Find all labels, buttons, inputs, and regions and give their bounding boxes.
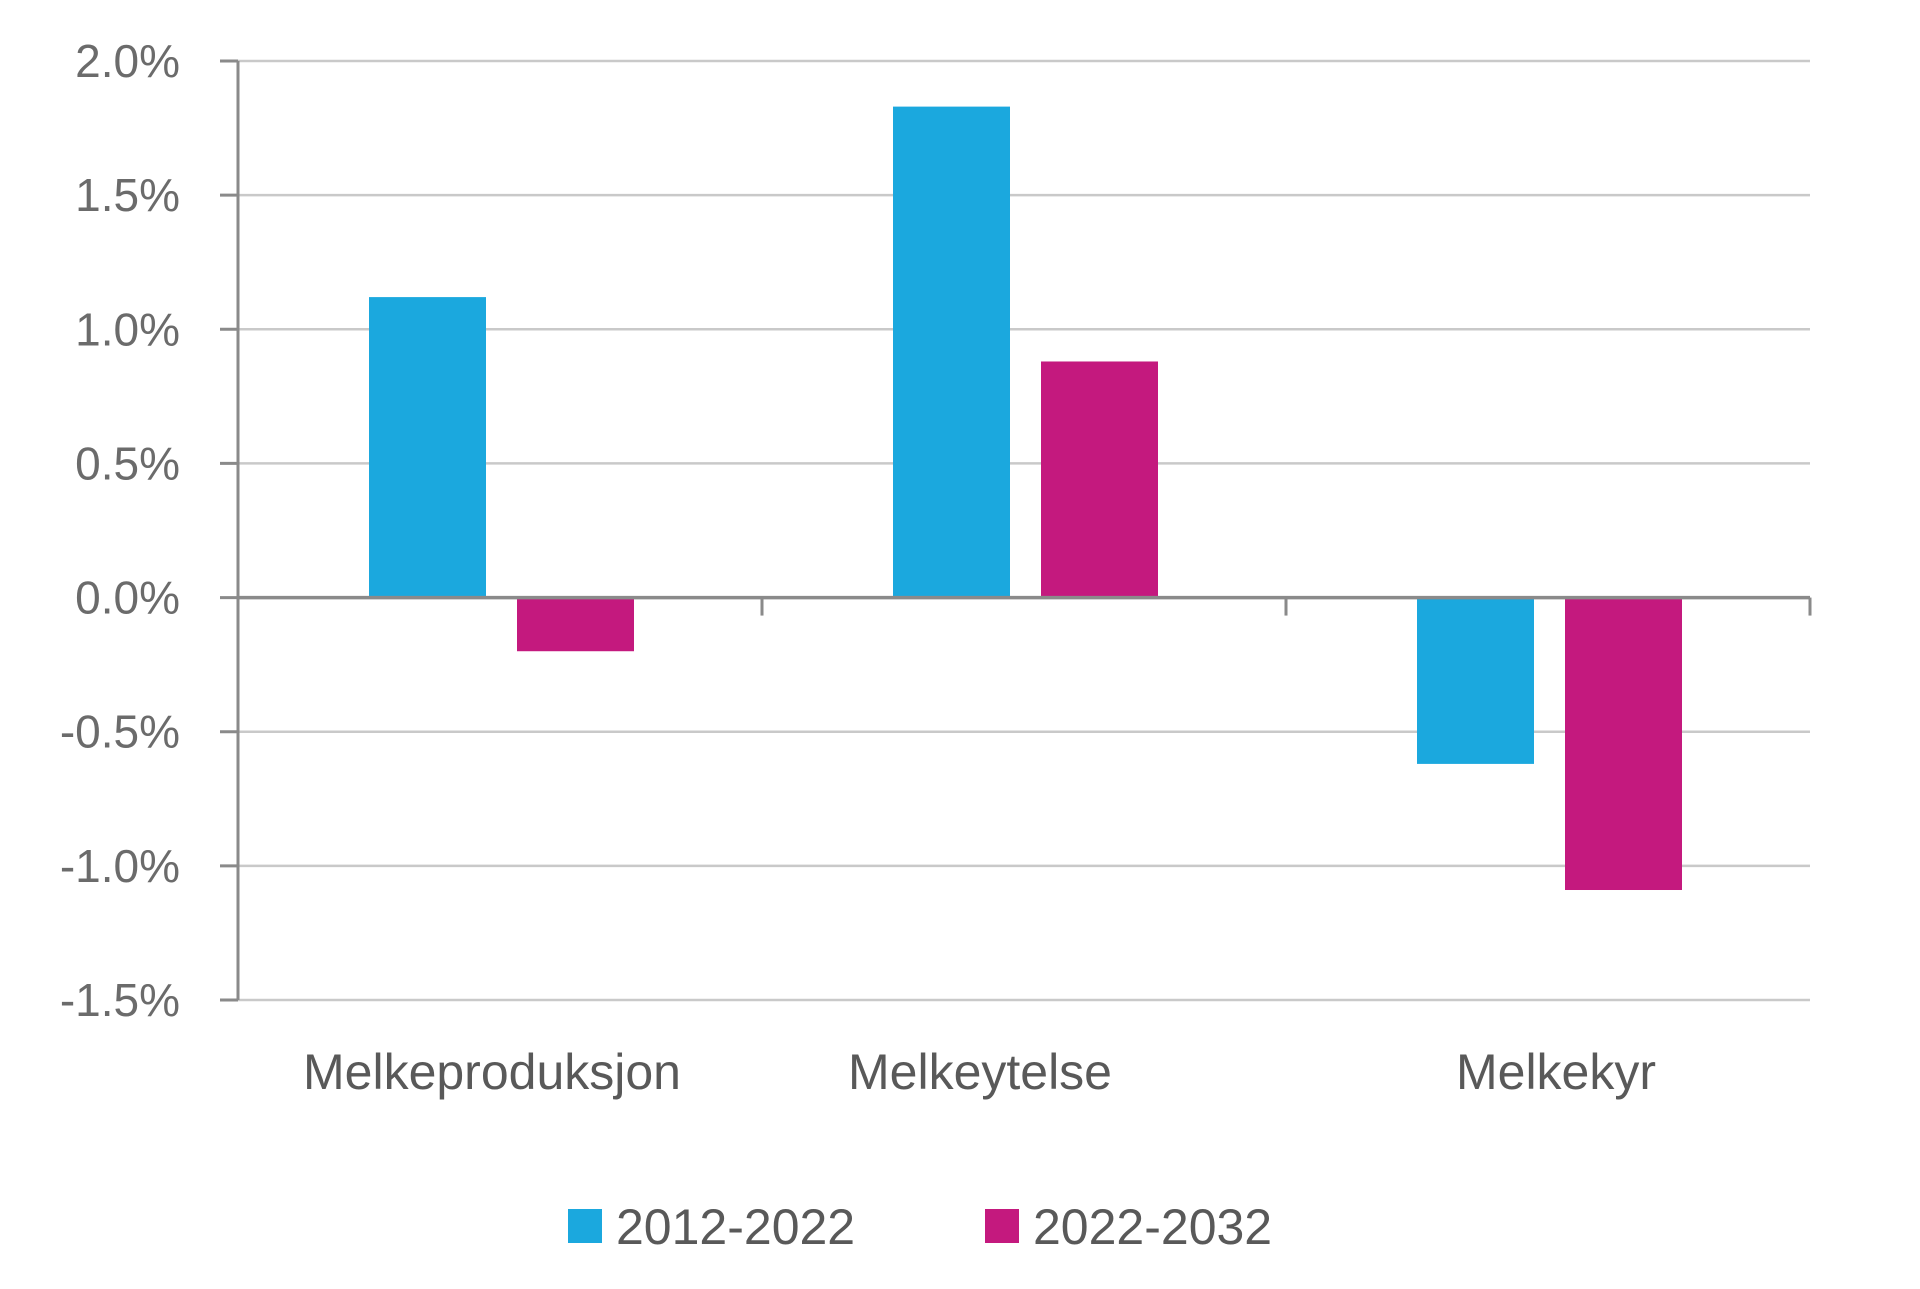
bars [369,106,1682,891]
legend-swatch [985,1209,1019,1243]
y-tick-label: -1.0% [60,840,180,892]
y-tick-label: 0.0% [75,572,180,624]
legend: 2012-2022 2022-2032 [568,1199,1272,1255]
y-tick-label: 2.0% [75,35,180,87]
legend-label: 2022-2032 [1033,1199,1272,1255]
y-tick-label: -1.5% [60,974,180,1026]
legend-label: 2012-2022 [616,1199,855,1255]
bar [369,297,486,598]
y-tick-labels: 2.0% 1.5% 1.0% 0.5% 0.0% -0.5% -1.0% -1.5% [60,35,180,1026]
x-category-label: Melkekyr [1456,1044,1656,1100]
x-category-labels: Melkeproduksjon Melkeytelse Melkekyr [303,1044,1656,1100]
axes [236,61,1812,1000]
x-category-label: Melkeytelse [848,1044,1112,1100]
y-tick-label: -0.5% [60,706,180,758]
y-tick-label: 1.0% [75,303,180,355]
bar [1565,597,1682,891]
x-category-label: Melkeproduksjon [303,1044,681,1100]
legend-swatch [568,1209,602,1243]
gridlines [220,59,1810,1002]
bar [1041,361,1158,598]
bar [1417,597,1534,764]
bar [517,597,634,652]
y-tick-label: 0.5% [75,437,180,489]
y-tick-label: 1.5% [75,169,180,221]
bar [893,106,1010,598]
